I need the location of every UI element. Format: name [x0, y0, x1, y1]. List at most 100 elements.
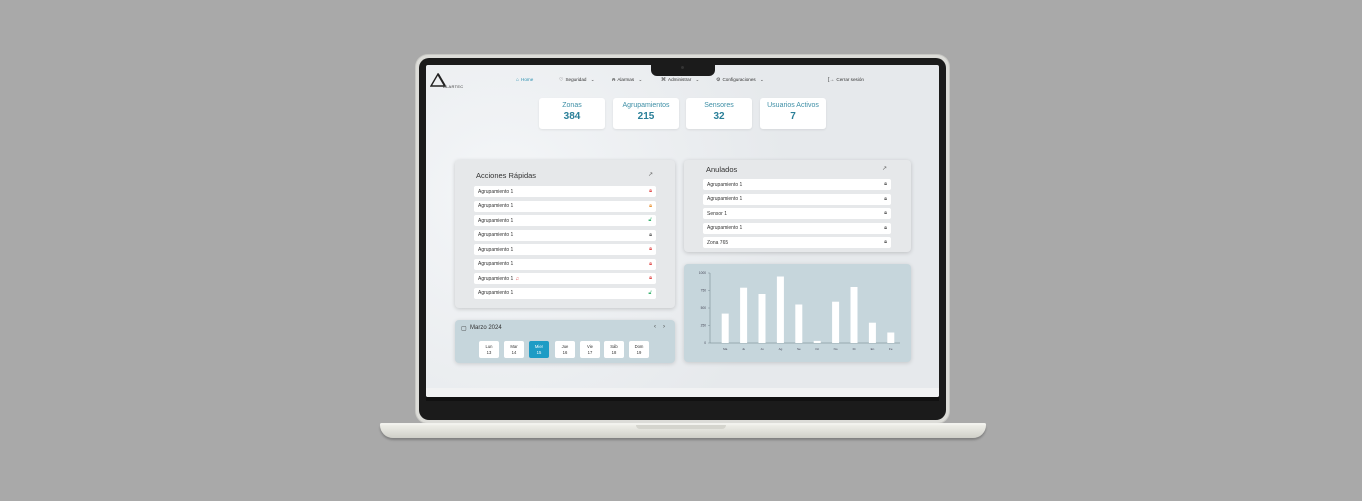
item-label: Agrupamiento 1 [478, 232, 514, 238]
y-tick-label: 250 [701, 324, 707, 328]
item-label: Agrupamiento 1 [707, 181, 743, 188]
quick-actions-title: Acciones Rápidas [476, 171, 537, 180]
list-item[interactable]: Agrupamiento 1 🔓︎ [474, 215, 656, 226]
logo-triangle-icon [429, 72, 447, 87]
external-link-icon[interactable]: ↗ [882, 166, 888, 172]
lock-icon[interactable]: 🔒︎ [649, 275, 652, 281]
app-screen: ALARTEC ⌂ Home ♡ Seguridad ⌄ ⍾ Alarmas ⌄ ⌘ A… [426, 65, 939, 397]
unlock-icon[interactable]: 🔓︎ [648, 217, 652, 223]
next-week-button[interactable]: › [663, 324, 665, 330]
x-tick-label: Oc [815, 347, 819, 351]
list-item[interactable]: Agrupamiento 1 🔒︎ [474, 258, 656, 270]
stat-value: 32 [713, 111, 725, 122]
lock-icon[interactable]: 🔒︎ [649, 231, 652, 238]
nav-seguridad[interactable]: ♡ Seguridad ⌄ [559, 77, 595, 83]
nav-configuraciones[interactable]: ⚙ Configuraciones ⌄ [716, 77, 764, 83]
logo-text: ALARTEC [443, 84, 464, 89]
x-tick-label: Di [853, 347, 856, 351]
quick-actions-card: Acciones Rápidas ↗ Agrupamiento 1 🔒︎ Agr… [455, 160, 675, 308]
logout-button[interactable]: [→ Cerrar sesión [828, 77, 864, 83]
unlock-icon[interactable]: 🔓︎ [648, 289, 652, 296]
bell-icon: ⍾ [612, 77, 616, 83]
laptop-opening-groove [636, 425, 726, 429]
y-tick-label: 1000 [699, 271, 706, 275]
chevron-down-icon: ⌄ [638, 77, 643, 82]
day-number: 13 [486, 350, 492, 355]
bar-chart: 0 250 500 750 1000 Ma Ju Ju Ag Se Oc No Di En Fe [699, 271, 900, 351]
stat-card-zonas[interactable]: Zonas 384 [539, 98, 605, 129]
lock-icon[interactable]: 🔒︎ [649, 260, 652, 267]
item-label: Agrupamiento 1 [478, 203, 514, 209]
list-item[interactable]: Zona 765 🔒︎ [703, 237, 891, 248]
lock-icon[interactable]: 🔒︎ [884, 181, 887, 187]
lock-icon[interactable]: 🔒︎ [884, 239, 887, 245]
list-item[interactable]: Agrupamiento 1 🔒︎ [474, 186, 656, 197]
item-label: Agrupamiento 1 [478, 188, 514, 195]
day-cell-mar[interactable]: Mar 14 [504, 341, 524, 358]
item-label: Agrupamiento 1 [478, 246, 514, 253]
day-cell-dom[interactable]: Dom 19 [629, 341, 649, 358]
bar-chart-card: 0 250 500 750 1000 Ma Ju Ju Ag Se Oc No Di En Fe [684, 264, 911, 362]
day-cell-vie[interactable]: Vie 17 [580, 341, 600, 358]
chevron-down-icon: ⌄ [695, 77, 700, 82]
day-name: Mar [510, 344, 518, 349]
stat-card-usuarios-activos[interactable]: Usuarios Activos 7 [760, 98, 826, 129]
list-item[interactable]: Agrupamiento 1 🔒︎ [474, 229, 656, 241]
nav-administrar[interactable]: ⌘ Administrar ⌄ [661, 77, 699, 83]
list-item[interactable]: Agrupamiento 1 🔓︎ [474, 287, 656, 299]
list-item[interactable]: Agrupamiento 1 ♫ 🔒︎ [474, 273, 656, 284]
day-cell-mier[interactable]: Mier 15 [529, 341, 549, 358]
day-cell-jue[interactable]: Jue 16 [555, 341, 575, 358]
chart-bar [776, 276, 784, 343]
list-item[interactable]: Agrupamiento 1 🔒︎ [474, 200, 656, 212]
lock-icon[interactable]: 🔒︎ [884, 224, 887, 231]
lock-icon[interactable]: 🔒︎ [649, 188, 652, 194]
day-name: Dom [634, 344, 644, 349]
item-label-text: Agrupamiento 1 [478, 275, 514, 282]
list-item[interactable]: Agrupamiento 1 🔒︎ [703, 193, 891, 205]
day-cell-sab[interactable]: Sáb 18 [604, 341, 624, 358]
list-item[interactable]: Sensor 1 🔒︎ [703, 208, 891, 219]
x-tick-label: No [834, 347, 838, 351]
lock-icon[interactable]: 🔒︎ [649, 202, 652, 209]
x-tick-label: Ju [742, 347, 746, 351]
list-item[interactable]: Agrupamiento 1 🔒︎ [474, 244, 656, 255]
stat-value: 7 [790, 111, 796, 122]
day-number: 17 [587, 350, 593, 355]
lock-icon[interactable]: 🔒︎ [884, 210, 887, 216]
stat-card-sensores[interactable]: Sensores 32 [686, 98, 752, 129]
day-cell-lun[interactable]: Lun 13 [479, 341, 499, 358]
chart-bar [740, 287, 748, 343]
stat-card-agrupamientos[interactable]: Agrupamientos 215 [613, 98, 679, 129]
prev-week-button[interactable]: ‹ [654, 324, 656, 330]
list-item[interactable]: Agrupamiento 1 🔒︎ [703, 222, 891, 234]
day-name: Lun [485, 344, 493, 349]
x-tick-label: Ju [760, 347, 764, 351]
item-label: Agrupamiento 1 ♫ [478, 276, 519, 282]
item-label: Agrupamiento 1 [478, 290, 514, 296]
day-number: 14 [511, 350, 517, 355]
item-label: Agrupamiento 1 [478, 261, 514, 267]
laptop-base-top [380, 423, 986, 426]
nav-home[interactable]: ⌂ Home [516, 77, 533, 83]
nav-home-label: Home [521, 77, 534, 82]
day-name: Mier [534, 344, 544, 349]
stat-label: Sensores [704, 102, 734, 109]
lock-icon[interactable]: 🔒︎ [884, 195, 887, 202]
list-item[interactable]: Agrupamiento 1 🔒︎ [703, 179, 891, 190]
chart-bar [795, 304, 803, 343]
alartec-logo[interactable] [429, 72, 447, 92]
item-label: Agrupamiento 1 [707, 225, 743, 231]
stat-value: 384 [563, 111, 581, 122]
stat-label: Zonas [562, 102, 582, 109]
lock-icon[interactable]: 🔒︎ [649, 246, 652, 252]
chart-bar [832, 301, 840, 343]
logout-icon: [→ [828, 77, 835, 83]
nav-seguridad-label: Seguridad [565, 77, 587, 82]
day-name: Sáb [610, 344, 618, 349]
chart-bar [721, 313, 729, 343]
alarm-bell-icon: ♫ [515, 275, 520, 282]
anulados-card: Anulados ↗ Agrupamiento 1 🔒︎ Agrupamient… [684, 160, 911, 252]
nav-alarmas[interactable]: ⍾ Alarmas ⌄ [612, 77, 642, 83]
external-link-icon[interactable]: ↗ [648, 172, 654, 178]
